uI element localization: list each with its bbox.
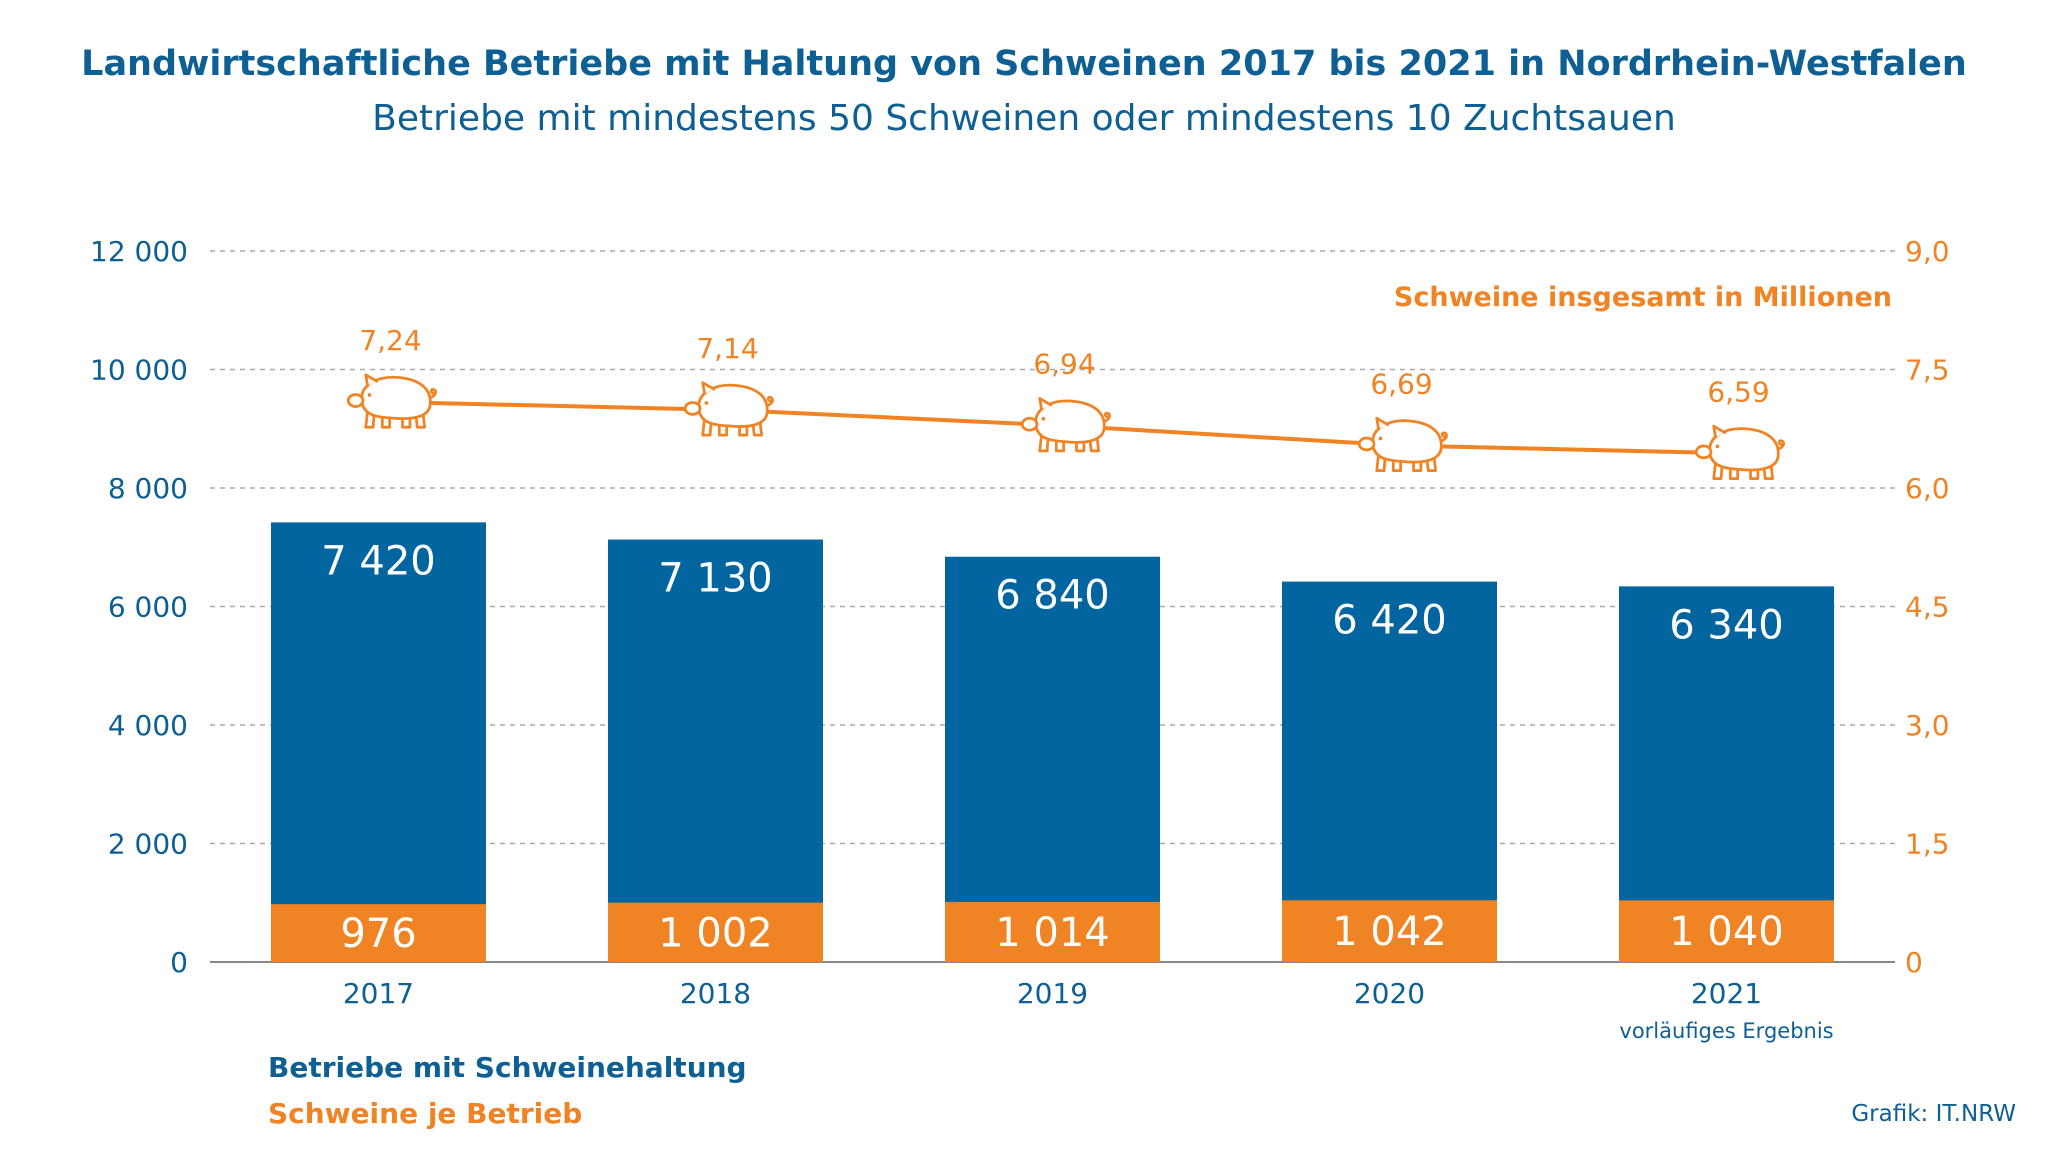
bar-schweine-je-betrieb xyxy=(608,902,823,962)
bar-betriebe xyxy=(608,539,823,962)
left-axis-tick: 0 xyxy=(170,946,188,979)
bar-betriebe xyxy=(945,556,1160,962)
bars-layer: 7 420 976 7 130 1 002 6 840 1 014 6 420 1 042 6 … xyxy=(271,522,1834,962)
left-axis-tick: 12 000 xyxy=(90,235,188,268)
bar-value-label-schweine-je-betrieb: 1 014 xyxy=(995,910,1110,956)
axes-layer: 0 0 2 000 1,5 4 000 3,0 6 000 4,5 8 000 6,0 10 000… xyxy=(90,235,1950,1043)
x-axis-tick: 2017 xyxy=(343,977,414,1010)
right-axis-tick: 1,5 xyxy=(1905,828,1950,861)
bar-value-label-schweine-je-betrieb: 1 042 xyxy=(1332,909,1447,955)
right-axis-tick: 7,5 xyxy=(1905,354,1950,387)
chart-title: Landwirtschaftliche Betriebe mit Haltung… xyxy=(81,44,1967,84)
x-axis-tick: 2019 xyxy=(1017,977,1088,1010)
chart-subtitle: Betriebe mit mindestens 50 Schweinen ode… xyxy=(372,98,1676,139)
pig-icon xyxy=(683,381,775,437)
right-axis-tick: 4,5 xyxy=(1905,591,1950,624)
left-axis-tick: 8 000 xyxy=(108,472,188,505)
bar-value-label-schweine-je-betrieb: 976 xyxy=(340,911,416,957)
bar-betriebe xyxy=(1282,581,1497,962)
right-axis-tick: 6,0 xyxy=(1905,472,1950,505)
bar-value-label-schweine-je-betrieb: 1 002 xyxy=(658,910,773,956)
bar-betriebe xyxy=(271,522,486,962)
left-axis-tick: 4 000 xyxy=(108,709,188,742)
line-value-label: 6,69 xyxy=(1370,367,1432,400)
x-axis-tick: 2021 xyxy=(1691,977,1762,1010)
legend-schweine-je-betrieb: Schweine je Betrieb xyxy=(268,1097,583,1130)
right-axis-tick: 3,0 xyxy=(1905,709,1950,742)
legend-betriebe: Betriebe mit Schweinehaltung xyxy=(268,1051,747,1084)
line-value-label: 6,94 xyxy=(1033,348,1095,381)
left-axis-tick: 6 000 xyxy=(108,591,188,624)
x-axis-note: vorläufiges Ergebnis xyxy=(1619,1019,1833,1043)
pig-icon xyxy=(1357,416,1449,473)
x-axis-tick: 2020 xyxy=(1354,977,1425,1010)
line-value-label: 7,24 xyxy=(359,324,421,357)
right-axis-tick: 9,0 xyxy=(1905,235,1950,268)
source-credit: Grafik: IT.NRW xyxy=(1851,1101,2016,1127)
line-value-label: 6,59 xyxy=(1707,375,1769,408)
bar-schweine-je-betrieb xyxy=(1619,900,1834,962)
bar-value-label-betriebe: 6 840 xyxy=(995,573,1110,619)
bar-schweine-je-betrieb xyxy=(945,901,1160,962)
bar-schweine-je-betrieb xyxy=(271,904,486,962)
bar-value-label-schweine-je-betrieb: 1 040 xyxy=(1669,909,1784,955)
x-axis-tick: 2018 xyxy=(680,977,751,1010)
pig-icon xyxy=(346,373,438,429)
bar-betriebe xyxy=(1619,586,1834,962)
bar-value-label-betriebe: 7 420 xyxy=(321,538,436,584)
left-axis-tick: 10 000 xyxy=(90,354,188,387)
line-series-label: Schweine insgesamt in Millionen xyxy=(1394,282,1892,313)
bar-value-label-betriebe: 6 420 xyxy=(1332,598,1447,644)
pig-icon xyxy=(1020,397,1112,453)
bar-value-label-betriebe: 6 340 xyxy=(1669,602,1784,648)
bar-schweine-je-betrieb xyxy=(1282,900,1497,962)
line-layer: 7,24 7,14 6,94 6,69 6,59 xyxy=(346,324,1786,480)
left-axis-tick: 2 000 xyxy=(108,828,188,861)
right-axis-tick: 0 xyxy=(1905,946,1923,979)
line-value-label: 7,14 xyxy=(696,332,758,365)
bar-value-label-betriebe: 7 130 xyxy=(658,556,773,602)
pig-icon xyxy=(1694,424,1786,480)
